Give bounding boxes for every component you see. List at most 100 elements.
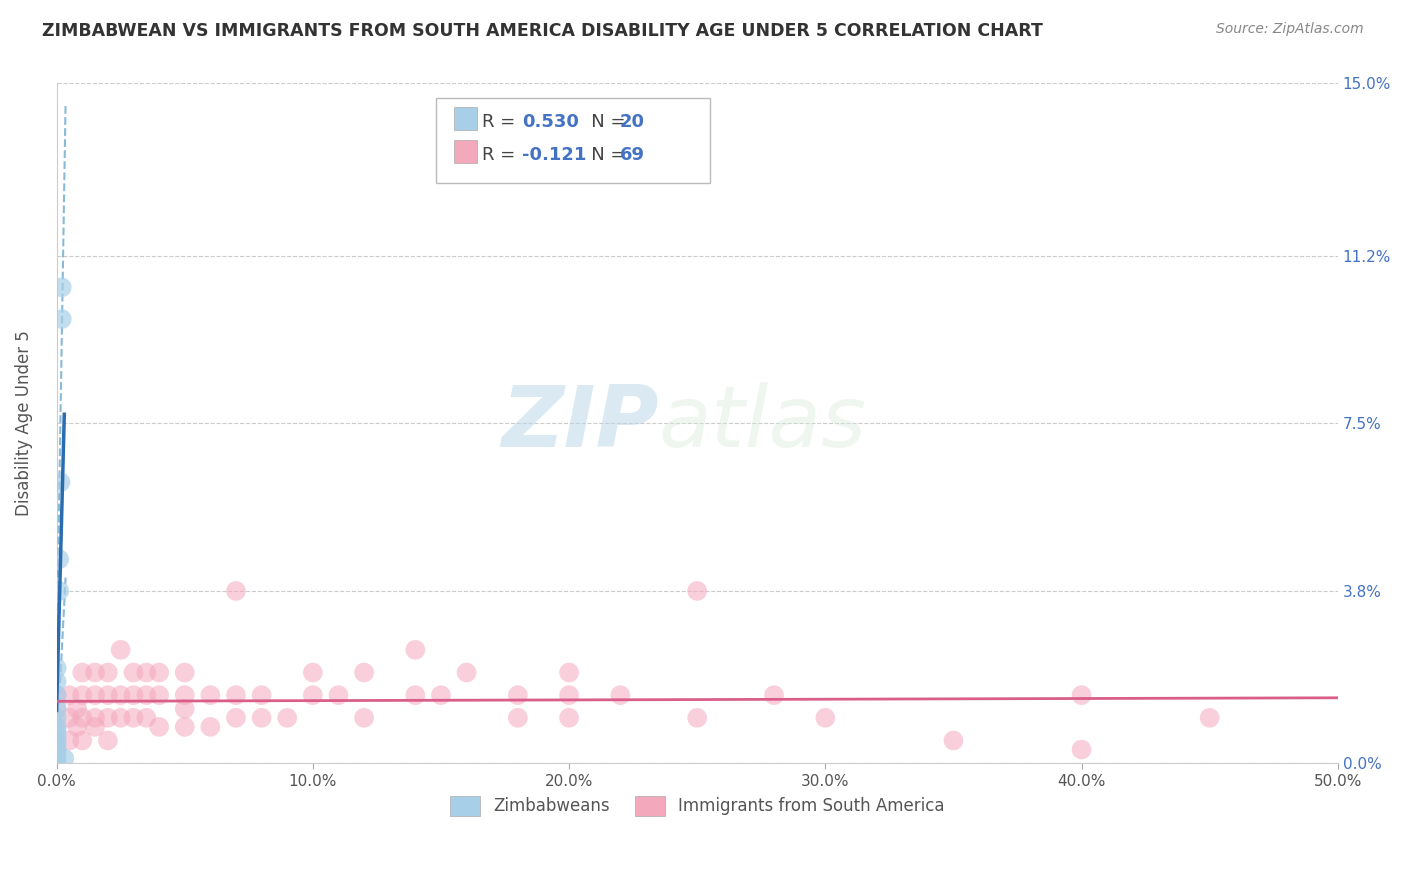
Point [148,720,170,734]
Point [70,733,93,747]
Point [84,720,107,734]
Text: R =: R = [482,113,522,131]
Point [1070,742,1092,756]
Point [58,733,80,747]
Point [558,688,581,702]
Point [225,711,247,725]
Point [45,688,67,702]
Point [148,665,170,680]
Point [45,756,67,771]
Point [250,688,273,702]
Point [302,665,325,680]
Point [122,688,145,702]
Point [66,720,89,734]
Point [225,688,247,702]
Point [122,665,145,680]
Point [558,711,581,725]
Point [122,711,145,725]
Point [686,711,709,725]
Point [353,711,375,725]
Point [45,688,67,702]
Point [506,711,529,725]
Text: 20: 20 [620,113,645,131]
Point [84,665,107,680]
Point [70,711,93,725]
Text: ZIP: ZIP [501,382,659,465]
Point [686,583,709,598]
Point [45,751,67,765]
Point [45,702,67,716]
Point [48,552,70,566]
Text: 69: 69 [620,146,645,164]
Point [200,688,222,702]
Point [51,280,73,294]
Point [135,665,157,680]
Point [45,747,67,761]
Point [1070,688,1092,702]
Text: R =: R = [482,146,522,164]
Point [404,688,426,702]
Point [84,688,107,702]
Point [173,720,195,734]
Point [97,733,120,747]
Text: Source: ZipAtlas.com: Source: ZipAtlas.com [1216,22,1364,37]
Point [45,742,67,756]
Point [45,738,67,752]
Point [173,665,195,680]
Point [110,711,132,725]
Point [200,720,222,734]
Text: 0.530: 0.530 [522,113,578,131]
Point [173,688,195,702]
Text: N =: N = [574,113,631,131]
Point [97,665,120,680]
Point [328,688,350,702]
Text: N =: N = [574,146,631,164]
Point [430,688,453,702]
Point [70,688,93,702]
Point [45,702,67,716]
Text: -0.121: -0.121 [522,146,586,164]
Point [58,688,80,702]
Point [58,711,80,725]
Point [558,665,581,680]
Point [1198,711,1220,725]
Point [302,688,325,702]
Point [45,742,67,756]
Point [225,583,247,598]
Point [45,724,67,739]
Point [506,688,529,702]
Point [110,643,132,657]
Point [53,751,76,765]
Point [45,729,67,743]
Point [763,688,786,702]
Point [814,711,837,725]
Point [45,733,67,747]
Point [97,688,120,702]
Point [97,711,120,725]
Point [45,674,67,689]
Point [45,720,67,734]
Point [45,661,67,675]
Legend: Zimbabweans, Immigrants from South America: Zimbabweans, Immigrants from South Ameri… [443,789,952,822]
Point [942,733,965,747]
Point [456,665,478,680]
Point [70,665,93,680]
Point [250,711,273,725]
Point [45,711,67,725]
Point [45,720,67,734]
Text: ZIMBABWEAN VS IMMIGRANTS FROM SOUTH AMERICA DISABILITY AGE UNDER 5 CORRELATION C: ZIMBABWEAN VS IMMIGRANTS FROM SOUTH AMER… [42,22,1043,40]
Text: atlas: atlas [659,382,866,465]
Point [110,688,132,702]
Point [51,312,73,326]
Point [609,688,631,702]
Point [276,711,298,725]
Point [353,665,375,680]
Point [49,475,72,490]
Point [135,688,157,702]
Point [84,711,107,725]
Point [173,702,195,716]
Point [66,702,89,716]
Point [48,583,70,598]
Point [45,733,67,747]
Point [404,643,426,657]
